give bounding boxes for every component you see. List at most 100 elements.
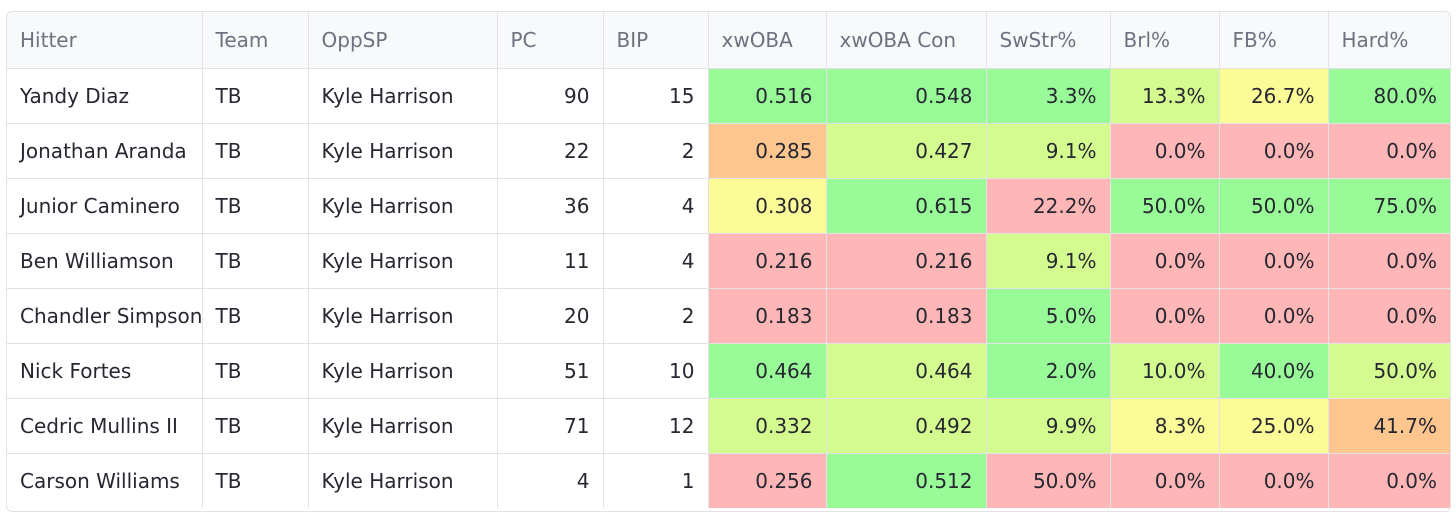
cell-xwoba[interactable]: 0.285 — [708, 123, 827, 179]
cell-oppsp[interactable]: Kyle Harrison — [308, 123, 498, 179]
column-header-hitter[interactable]: Hitter — [7, 12, 203, 69]
cell-xwoba-con[interactable]: 0.492 — [826, 398, 987, 454]
table-row[interactable]: Yandy Diaz TB Kyle Harrison 90 15 0.516 0.548 3… — [7, 68, 1450, 124]
cell-brl[interactable]: 0.0% — [1110, 288, 1220, 344]
cell-hard[interactable]: 75.0% — [1328, 178, 1450, 234]
cell-hitter[interactable]: Carson Williams — [7, 453, 203, 508]
column-header-swstr[interactable]: SwStr% — [986, 12, 1111, 69]
column-header-pc[interactable]: PC — [497, 12, 604, 69]
cell-bip[interactable]: 12 — [603, 398, 709, 454]
cell-xwoba[interactable]: 0.308 — [708, 178, 827, 234]
cell-xwoba[interactable]: 0.256 — [708, 453, 827, 508]
cell-xwoba-con[interactable]: 0.464 — [826, 343, 987, 399]
cell-swstr[interactable]: 50.0% — [986, 453, 1111, 508]
cell-xwoba[interactable]: 0.332 — [708, 398, 827, 454]
cell-team[interactable]: TB — [202, 453, 309, 508]
cell-hitter[interactable]: Jonathan Aranda — [7, 123, 203, 179]
cell-fb[interactable]: 25.0% — [1219, 398, 1329, 454]
cell-pc[interactable]: 22 — [497, 123, 604, 179]
cell-xwoba-con[interactable]: 0.427 — [826, 123, 987, 179]
column-header-oppsp[interactable]: OppSP — [308, 12, 498, 69]
cell-oppsp[interactable]: Kyle Harrison — [308, 343, 498, 399]
table-row[interactable]: Nick Fortes TB Kyle Harrison 51 10 0.464 0.464… — [7, 343, 1450, 399]
column-header-team[interactable]: Team — [202, 12, 309, 69]
table-row[interactable]: Junior Caminero TB Kyle Harrison 36 4 0.308 0.… — [7, 178, 1450, 234]
cell-pc[interactable]: 4 — [497, 453, 604, 508]
cell-hitter[interactable]: Cedric Mullins II — [7, 398, 203, 454]
cell-hard[interactable]: 0.0% — [1328, 123, 1450, 179]
cell-brl[interactable]: 0.0% — [1110, 123, 1220, 179]
cell-brl[interactable]: 0.0% — [1110, 233, 1220, 289]
table-row[interactable]: Ben Williamson TB Kyle Harrison 11 4 0.216 0.2… — [7, 233, 1450, 289]
table-row[interactable]: Cedric Mullins II TB Kyle Harrison 71 12 0.33… — [7, 398, 1450, 454]
cell-bip[interactable]: 2 — [603, 288, 709, 344]
cell-bip[interactable]: 2 — [603, 123, 709, 179]
cell-bip[interactable]: 1 — [603, 453, 709, 508]
column-header-brl[interactable]: Brl% — [1110, 12, 1220, 69]
cell-bip[interactable]: 4 — [603, 233, 709, 289]
cell-pc[interactable]: 11 — [497, 233, 604, 289]
cell-hitter[interactable]: Ben Williamson — [7, 233, 203, 289]
cell-brl[interactable]: 50.0% — [1110, 178, 1220, 234]
cell-fb[interactable]: 0.0% — [1219, 123, 1329, 179]
table-row[interactable]: Carson Williams TB Kyle Harrison 4 1 0.256 0.5… — [7, 453, 1450, 508]
cell-fb[interactable]: 50.0% — [1219, 178, 1329, 234]
cell-oppsp[interactable]: Kyle Harrison — [308, 68, 498, 124]
cell-hard[interactable]: 80.0% — [1328, 68, 1450, 124]
cell-xwoba-con[interactable]: 0.216 — [826, 233, 987, 289]
table-row[interactable]: Jonathan Aranda TB Kyle Harrison 22 2 0.285 0.… — [7, 123, 1450, 179]
cell-swstr[interactable]: 2.0% — [986, 343, 1111, 399]
cell-oppsp[interactable]: Kyle Harrison — [308, 398, 498, 454]
cell-team[interactable]: TB — [202, 398, 309, 454]
cell-team[interactable]: TB — [202, 288, 309, 344]
cell-swstr[interactable]: 3.3% — [986, 68, 1111, 124]
cell-bip[interactable]: 10 — [603, 343, 709, 399]
cell-oppsp[interactable]: Kyle Harrison — [308, 233, 498, 289]
cell-team[interactable]: TB — [202, 68, 309, 124]
cell-hitter[interactable]: Chandler Simpson — [7, 288, 203, 344]
cell-pc[interactable]: 36 — [497, 178, 604, 234]
cell-xwoba-con[interactable]: 0.512 — [826, 453, 987, 508]
cell-xwoba[interactable]: 0.183 — [708, 288, 827, 344]
cell-brl[interactable]: 10.0% — [1110, 343, 1220, 399]
cell-xwoba[interactable]: 0.216 — [708, 233, 827, 289]
cell-xwoba-con[interactable]: 0.548 — [826, 68, 987, 124]
column-header-bip[interactable]: BIP — [603, 12, 709, 69]
cell-xwoba[interactable]: 0.516 — [708, 68, 827, 124]
cell-team[interactable]: TB — [202, 178, 309, 234]
cell-fb[interactable]: 40.0% — [1219, 343, 1329, 399]
cell-brl[interactable]: 13.3% — [1110, 68, 1220, 124]
cell-oppsp[interactable]: Kyle Harrison — [308, 178, 498, 234]
cell-hitter[interactable]: Nick Fortes — [7, 343, 203, 399]
cell-oppsp[interactable]: Kyle Harrison — [308, 288, 498, 344]
column-header-xwoba-con[interactable]: xwOBA Con — [826, 12, 987, 69]
cell-hard[interactable]: 0.0% — [1328, 453, 1450, 508]
cell-fb[interactable]: 0.0% — [1219, 453, 1329, 508]
cell-hard[interactable]: 0.0% — [1328, 288, 1450, 344]
cell-team[interactable]: TB — [202, 123, 309, 179]
column-header-xwoba[interactable]: xwOBA — [708, 12, 827, 69]
cell-pc[interactable]: 20 — [497, 288, 604, 344]
cell-brl[interactable]: 0.0% — [1110, 453, 1220, 508]
cell-pc[interactable]: 90 — [497, 68, 604, 124]
cell-hard[interactable]: 41.7% — [1328, 398, 1450, 454]
cell-swstr[interactable]: 22.2% — [986, 178, 1111, 234]
table-row[interactable]: Chandler Simpson TB Kyle Harrison 20 2 0.183 0… — [7, 288, 1450, 344]
cell-swstr[interactable]: 9.9% — [986, 398, 1111, 454]
cell-fb[interactable]: 0.0% — [1219, 288, 1329, 344]
cell-pc[interactable]: 51 — [497, 343, 604, 399]
cell-swstr[interactable]: 9.1% — [986, 123, 1111, 179]
cell-swstr[interactable]: 5.0% — [986, 288, 1111, 344]
cell-brl[interactable]: 8.3% — [1110, 398, 1220, 454]
cell-fb[interactable]: 26.7% — [1219, 68, 1329, 124]
cell-oppsp[interactable]: Kyle Harrison — [308, 453, 498, 508]
cell-hitter[interactable]: Yandy Diaz — [7, 68, 203, 124]
cell-xwoba-con[interactable]: 0.615 — [826, 178, 987, 234]
cell-hard[interactable]: 0.0% — [1328, 233, 1450, 289]
cell-swstr[interactable]: 9.1% — [986, 233, 1111, 289]
column-header-hard[interactable]: Hard% — [1328, 12, 1450, 69]
cell-fb[interactable]: 0.0% — [1219, 233, 1329, 289]
cell-pc[interactable]: 71 — [497, 398, 604, 454]
cell-team[interactable]: TB — [202, 343, 309, 399]
cell-hard[interactable]: 50.0% — [1328, 343, 1450, 399]
